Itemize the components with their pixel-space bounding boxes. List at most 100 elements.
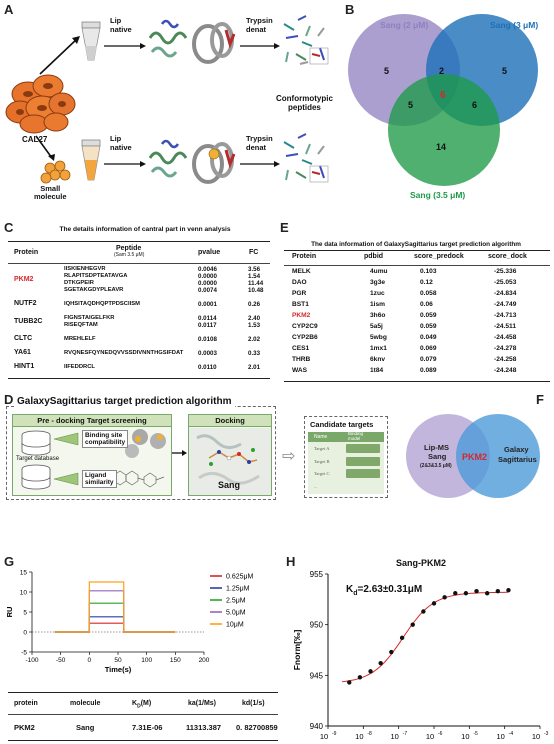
table-c-bottom-rule bbox=[8, 378, 270, 379]
tube-bottom-icon bbox=[81, 139, 101, 181]
table-c-pvalue: 0.0046 bbox=[198, 266, 217, 273]
g-x-tick-label: 200 bbox=[199, 657, 210, 664]
small-molecule-label: Small molecule bbox=[34, 184, 67, 202]
h-x-tick-label: 10 bbox=[390, 732, 398, 741]
venn-label-c: Sang (3.5 μM) bbox=[410, 190, 465, 200]
table-c-h-pvalue: pvalue bbox=[198, 249, 221, 256]
table-c-fc: 2.02 bbox=[248, 336, 261, 343]
h-x-tick-label: 10 bbox=[320, 732, 328, 741]
cell-line-label: CAL27 bbox=[22, 135, 48, 144]
table-c-h-protein: Protein bbox=[14, 249, 39, 256]
venn-f-right-label-1: Galaxy bbox=[504, 445, 529, 454]
venn-f-left-sub: (2&3&3.5 μM) bbox=[420, 463, 452, 469]
arrow-to-docking bbox=[172, 450, 187, 456]
h-x-tick-label: 10 bbox=[532, 732, 540, 741]
table-c-peptide: RLAPITSDPTEATAVGA bbox=[64, 273, 128, 279]
venn-label-a: Sang (2 μM) bbox=[380, 20, 428, 30]
database-icon-bottom bbox=[21, 464, 51, 490]
table-e-cell: -24.278 bbox=[494, 345, 517, 352]
table-e-cell: -24.749 bbox=[494, 301, 517, 308]
table-e-cell: BST1 bbox=[292, 301, 309, 308]
table-c-pvalue: 0.0114 bbox=[198, 315, 217, 322]
venn-region-b: 5 bbox=[502, 66, 507, 76]
step-lip-bottom: Lip native bbox=[110, 134, 132, 152]
table-c-pvalue: 0.0117 bbox=[198, 322, 217, 329]
table-c-h-fc: FC bbox=[249, 249, 259, 256]
panel-d-title: GalaxySagittarius target prediction algo… bbox=[14, 396, 235, 407]
table-e-header-cell: pdbid bbox=[364, 253, 384, 260]
h-data-point bbox=[347, 680, 352, 685]
g-legend-label: 10μM bbox=[226, 622, 244, 629]
table-e-cell: DAO bbox=[292, 279, 307, 286]
table-c-pvalue: 0.0074 bbox=[198, 287, 217, 294]
table-e-cell: 5wbg bbox=[370, 334, 387, 341]
g-y-tick-label: 15 bbox=[20, 570, 28, 577]
table-e-cell: 1zuc bbox=[370, 290, 385, 297]
table-e-cell: 0.103 bbox=[420, 268, 437, 275]
h-data-point bbox=[421, 609, 426, 614]
screening-title: Pre - docking Target screening bbox=[13, 415, 171, 427]
h-data-point bbox=[399, 635, 405, 641]
table-e-header-cell: score_dock bbox=[488, 253, 527, 260]
h-data-point bbox=[453, 591, 458, 596]
h-data-point bbox=[389, 649, 394, 655]
hollow-arrow-icon: ⇨ bbox=[282, 448, 296, 465]
h-data-point bbox=[442, 595, 447, 600]
protein-structure-bottom-icon bbox=[148, 139, 236, 184]
chart-h-kd-k: K bbox=[346, 584, 354, 595]
table-e-cell: MELK bbox=[292, 268, 311, 275]
docking-title: Docking bbox=[189, 415, 271, 427]
h-data-point bbox=[431, 601, 437, 606]
table-c-protein: NUTF2 bbox=[14, 300, 37, 307]
cancer-cells-icon bbox=[5, 74, 76, 134]
candidate-header-name: Name bbox=[314, 434, 328, 440]
panel-letter-b: B bbox=[345, 2, 355, 17]
table-c-pvalue: 0.0110 bbox=[198, 364, 217, 371]
table-e-body: MELK 4umu 0.103 -25.336 DAO 3g3e 0.12 -25.053 PG… bbox=[284, 268, 550, 380]
table-c-peptide: MREHLELF bbox=[64, 336, 96, 342]
table-g-h-ka: ka(1/Ms) bbox=[188, 700, 217, 707]
table-e-cell: 6knv bbox=[370, 356, 386, 363]
table-e-cell: 3g3e bbox=[370, 279, 386, 286]
panel-letter-g: G bbox=[4, 554, 15, 569]
table-c-peptide: RISEQFTAM bbox=[64, 322, 98, 328]
table-c-fc: 2.01 bbox=[248, 364, 261, 371]
table-c-fc: 0.26 bbox=[248, 301, 261, 308]
candidate-header-bar bbox=[308, 432, 384, 442]
table-g-h-molecule: molecule bbox=[70, 700, 101, 707]
chart-h-kd-value: =2.63±0.31μM bbox=[357, 584, 423, 595]
table-e-bottom-rule bbox=[284, 381, 550, 382]
h-x-tick-label: 10 bbox=[355, 732, 363, 741]
table-e-cell: 5a5j bbox=[370, 323, 383, 330]
table-g-h-kd: KD(M) bbox=[132, 700, 151, 709]
h-x-tick-exponent: -6 bbox=[438, 731, 443, 737]
table-e-header-cell: Protein bbox=[292, 253, 317, 260]
table-e-title: The data information of GalaxySagittariu… bbox=[311, 241, 521, 248]
table-g-cell-ka: 11313.387 bbox=[186, 723, 222, 732]
table-e-cell: CYP2C9 bbox=[292, 323, 318, 330]
table-e-cell: 0.06 bbox=[420, 301, 433, 308]
g-y-tick-label: 0 bbox=[23, 630, 27, 637]
candidate-targets-title: Candidate targets bbox=[310, 420, 374, 429]
table-c-pvalue: 0.0003 bbox=[198, 350, 217, 357]
table-c-peptide: FIGNSTAIGELFKR bbox=[64, 315, 115, 321]
step-trypsin-top: Trypsin denat bbox=[246, 16, 273, 34]
table-c-fc: 10.48 bbox=[248, 287, 264, 294]
table-e-cell: 0.089 bbox=[420, 367, 437, 374]
candidate-name: Target B bbox=[314, 458, 330, 464]
candidate-targets-box bbox=[304, 416, 388, 498]
panel-letter-f: F bbox=[536, 392, 544, 407]
h-x-tick-exponent: -4 bbox=[509, 731, 514, 737]
table-c-fc: 0.33 bbox=[248, 350, 261, 357]
table-e-cell: -25.336 bbox=[494, 268, 517, 275]
table-c-fc: 2.40 bbox=[248, 315, 261, 322]
table-c-h-peptide-sub: (Sam 3.5 μM) bbox=[114, 252, 145, 258]
h-y-tick-label: 955 bbox=[310, 570, 324, 579]
table-c-protein: TUBB2C bbox=[14, 317, 43, 325]
table-g-h-protein: protein bbox=[14, 700, 38, 707]
table-g-h-kd-off: kd(1/s) bbox=[242, 700, 265, 707]
h-fit-curve bbox=[342, 591, 509, 683]
table-c-peptide: IQHSITAQDHQPTPDSCIISM bbox=[64, 301, 140, 307]
table-c-pvalue: 0.0001 bbox=[198, 301, 217, 308]
table-e-cell: 4umu bbox=[370, 268, 388, 275]
